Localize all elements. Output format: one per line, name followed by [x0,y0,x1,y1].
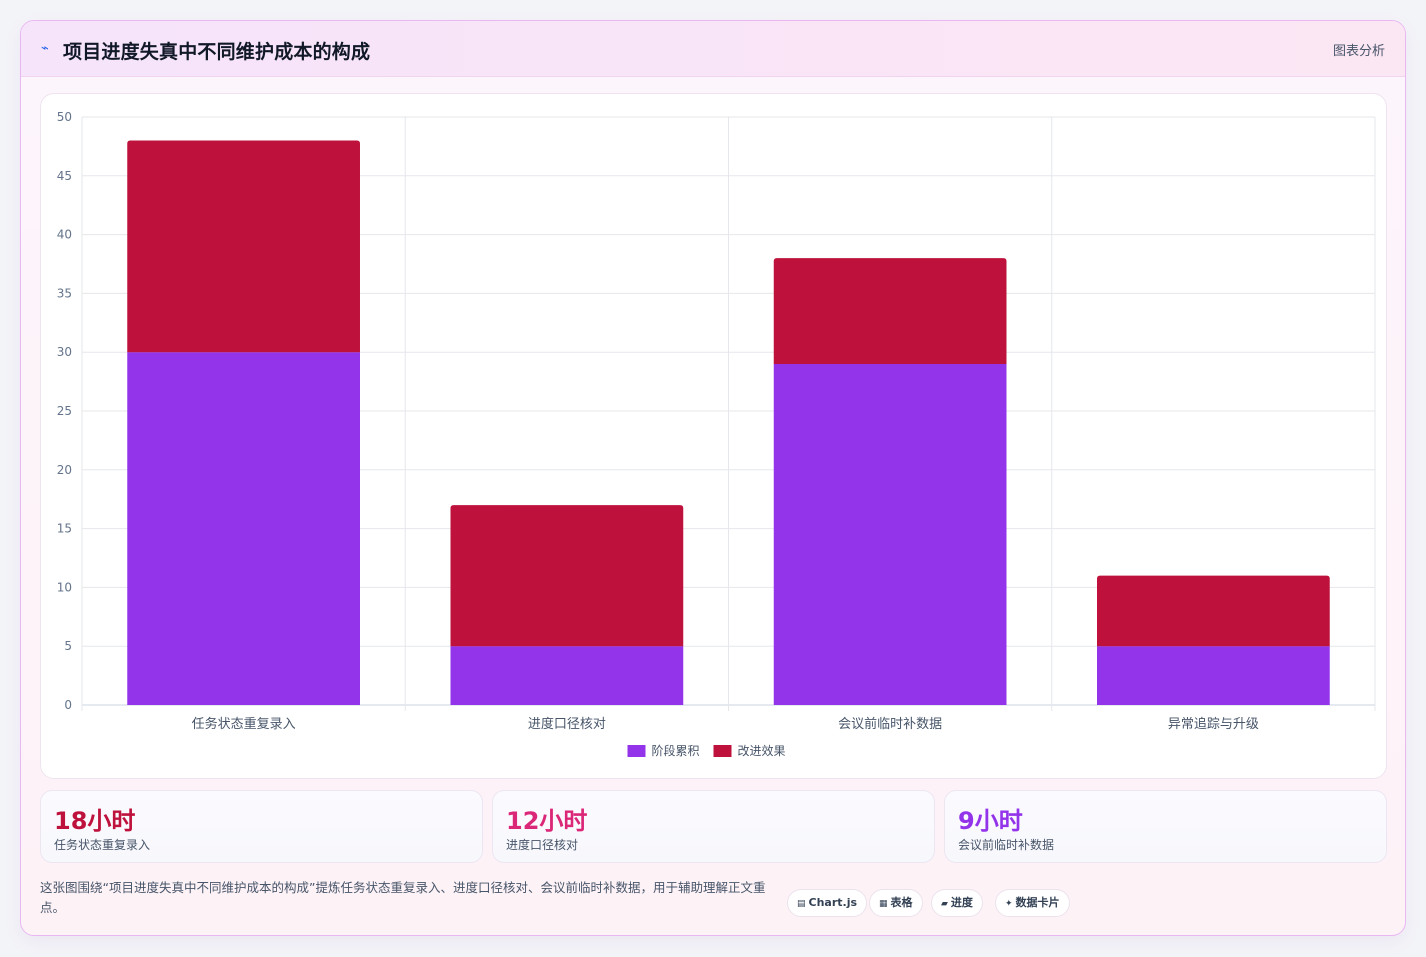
x-tick-label: 进度口径核对 [528,716,606,732]
stat-card: 9小时 会议前临时补数据 [944,790,1387,863]
y-tick-label: 25 [57,404,72,418]
tag-label: 进度 [950,896,973,909]
y-tick-label: 45 [57,169,72,183]
y-tick-label: 20 [57,463,72,477]
y-tick-label: 15 [57,522,72,536]
stat-value: 18小时 [54,807,136,835]
stat-card: 18小时 任务状态重复录入 [40,790,483,863]
x-tick-label: 异常追踪与升级 [1168,716,1259,732]
tag-table[interactable]: ▦ 表格 [869,889,923,917]
chart-description: 这张图围绕“项目进度失真中不同维护成本的构成”提炼任务状态重复录入、进度口径核对… [40,880,766,915]
table-icon: ▦ [879,899,888,909]
y-tick-label: 10 [57,580,72,594]
y-tick-label: 0 [64,698,72,712]
legend-label: 阶段累积 [652,743,700,758]
y-tick-label: 35 [57,286,72,300]
tag-label: Chart.js [808,896,858,909]
legend-swatch [627,745,646,757]
stat-label: 任务状态重复录入 [54,838,151,852]
bar-segment [773,258,1007,364]
x-tick-label: 会议前临时补数据 [838,716,942,732]
card-header: ⌁ 项目进度失真中不同维护成本的构成 图表分析 [21,21,1405,77]
y-tick-label: 50 [57,110,72,124]
bar-segment [127,352,360,705]
legend-swatch [713,745,732,757]
bar-segment [450,646,684,705]
page-title: 项目进度失真中不同维护成本的构成 [63,41,371,63]
bar-segment [450,505,684,647]
stat-label: 会议前临时补数据 [958,838,1055,852]
stat-value: 12小时 [506,807,588,835]
bar-segment [127,140,360,353]
tag-chartjs[interactable]: ▤ Chart.js [787,889,868,917]
y-tick-label: 40 [57,228,72,242]
x-tick-label: 任务状态重复录入 [192,716,296,732]
chart-container: 0 5 10 15 20 25 30 35 40 45 50 任务状态重复录入 进度口径核对 会议前临时补… [40,93,1387,779]
y-tick-label: 30 [57,345,72,359]
bar-segment [1097,575,1330,647]
chart-line-icon: ⌁ [41,41,49,56]
progress-icon: ▰ [941,899,948,909]
stat-label: 进度口径核对 [506,838,579,852]
tag-label: 表格 [890,896,913,909]
tag-progress[interactable]: ▰ 进度 [931,889,983,917]
stat-card: 12小时 进度口径核对 [492,790,935,863]
stacked-bar-chart: 0 5 10 15 20 25 30 35 40 45 50 任务状态重复录入 进度口径核对 会议前临时补… [57,110,1376,758]
legend-label: 改进效果 [738,743,786,758]
stat-value: 9小时 [958,807,1023,835]
sparkle-icon: ✦ [1005,899,1013,909]
stat-cards: 18小时 任务状态重复录入 12小时 进度口径核对 9小时 会议前临时补数据 [40,790,1387,863]
y-tick-label: 5 [64,639,72,653]
tag-data-cards[interactable]: ✦ 数据卡片 [995,889,1070,917]
chart-icon: ▤ [797,899,806,909]
chart-card: ⌁ 项目进度失真中不同维护成本的构成 图表分析 0 5 10 15 20 25 30 35 40… [20,20,1406,936]
chart-analysis-link[interactable]: 图表分析 [1332,44,1385,59]
bar-segment [1097,646,1330,705]
tag-label: 数据卡片 [1015,896,1060,909]
bar-segment [773,363,1007,705]
